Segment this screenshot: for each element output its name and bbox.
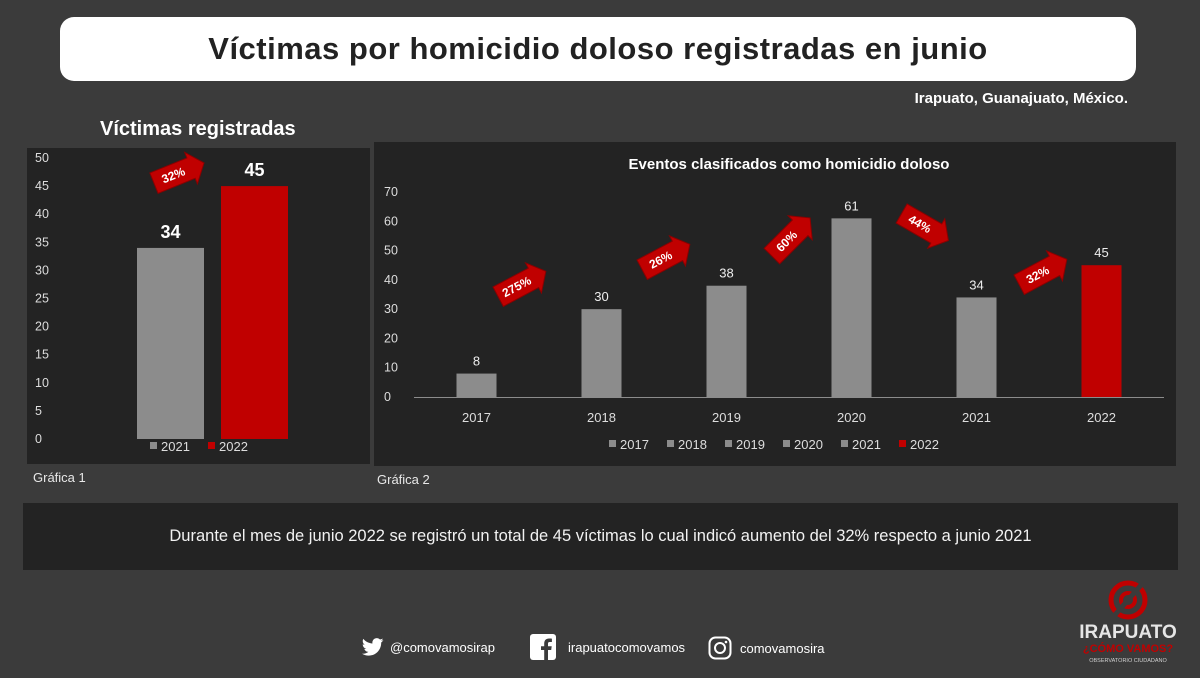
- legend-2017-label: 2017: [620, 437, 649, 452]
- growth-arrow-2017-2018-shape: [492, 261, 547, 308]
- y-tick-label: 0: [35, 432, 42, 446]
- growth-arrow-2021-2022-shape: [1013, 249, 1068, 296]
- x-tick-label: 2019: [712, 410, 741, 425]
- growth-arrow-2018-2019: 26%: [636, 234, 691, 281]
- bar-2018: [581, 309, 622, 397]
- twitter-link[interactable]: @comovamosirap: [362, 638, 495, 656]
- summary-text: Durante el mes de junio 2022 se registró…: [169, 527, 1032, 545]
- y-tick-label: 30: [384, 302, 398, 316]
- facebook-link[interactable]: irapuatocomovamos: [530, 634, 685, 660]
- y-tick-label: 70: [384, 185, 398, 199]
- legend-2022-swatch: [899, 440, 906, 447]
- y-tick-label: 40: [384, 273, 398, 287]
- x-tick-label: 2017: [462, 410, 491, 425]
- instagram-link[interactable]: comovamosira: [708, 636, 825, 660]
- y-tick-label: 50: [35, 151, 49, 165]
- growth-arrow-2018-2019-shape: [636, 234, 691, 281]
- growth-arrow-2017-2018: 275%: [492, 261, 547, 308]
- legend-2019-label: 2019: [736, 437, 765, 452]
- y-tick-label: 10: [35, 376, 49, 390]
- legend-2018-label: 2018: [678, 437, 707, 452]
- x-tick-label: 2018: [587, 410, 616, 425]
- instagram-handle: comovamosira: [740, 640, 825, 656]
- chart2-caption: Gráfica 2: [377, 472, 430, 487]
- bar-2022: [221, 186, 288, 439]
- legend-2021-swatch: [841, 440, 848, 447]
- y-tick-label: 30: [35, 263, 49, 277]
- logo-line1: IRAPUATO: [1079, 622, 1176, 643]
- data-label: 38: [719, 266, 733, 281]
- y-tick-label: 50: [384, 244, 398, 258]
- summary-box: Durante el mes de junio 2022 se registró…: [23, 503, 1178, 570]
- facebook-handle: irapuatocomovamos: [568, 639, 686, 655]
- y-tick-label: 60: [384, 214, 398, 228]
- logo: IRAPUATO ¿CÓMO VAMOS? OBSERVATORIO CIUDA…: [1058, 578, 1198, 673]
- data-label: 45: [1094, 245, 1108, 260]
- logo-line3: OBSERVATORIO CIUDADANO: [1089, 658, 1167, 664]
- legend-2020-swatch: [783, 440, 790, 447]
- y-tick-label: 10: [384, 361, 398, 375]
- page-title: Víctimas por homicidio doloso registrada…: [208, 31, 988, 66]
- chart2-title: Eventos clasificados como homicidio dolo…: [629, 156, 950, 173]
- instagram-icon: [708, 636, 732, 660]
- y-tick-label: 20: [384, 331, 398, 345]
- bar-2020: [831, 218, 872, 397]
- legend-2022-label: 2022: [910, 437, 939, 452]
- legend-2018-swatch: [667, 440, 674, 447]
- data-label: 61: [844, 198, 858, 213]
- y-tick-label: 40: [35, 207, 49, 221]
- growth-arrow-2019-2020: 60%: [763, 215, 813, 265]
- x-tick-label: 2021: [962, 410, 991, 425]
- y-tick-label: 5: [35, 404, 42, 418]
- data-label: 34: [969, 277, 983, 292]
- legend-2021-label: 2021: [161, 439, 190, 454]
- data-label: 34: [160, 222, 180, 242]
- growth-arrow-2021-2022-shape: [149, 151, 205, 194]
- logo-line2: ¿CÓMO VAMOS?: [1083, 642, 1174, 655]
- y-tick-label: 35: [35, 235, 49, 249]
- bar-2021: [956, 297, 997, 397]
- legend-2021-swatch: [150, 442, 157, 449]
- location-label: Irapuato, Guanajuato, México.: [914, 90, 1128, 107]
- y-tick-label: 25: [35, 292, 49, 306]
- bar-2021: [137, 247, 204, 439]
- title-banner: Víctimas por homicidio doloso registrada…: [60, 17, 1136, 81]
- chart2-svg: Eventos clasificados como homicidio dolo…: [384, 156, 1164, 452]
- data-label: 30: [594, 289, 608, 304]
- social-footer: @comovamosirap irapuatocomovamos comovam…: [0, 634, 1200, 664]
- y-tick-label: 45: [35, 179, 49, 193]
- chart2-panel: Eventos clasificados como homicidio dolo…: [374, 142, 1176, 466]
- legend-2021-label: 2021: [852, 437, 881, 452]
- growth-arrow-2020-2021: 44%: [895, 203, 949, 250]
- legend-2017-swatch: [609, 440, 616, 447]
- growth-arrow-2019-2020-shape: [763, 215, 813, 265]
- legend-2020-label: 2020: [794, 437, 823, 452]
- bar-2019: [706, 285, 747, 397]
- twitter-icon: [362, 638, 384, 656]
- facebook-icon: [530, 634, 556, 660]
- growth-arrow-2021-2022: 32%: [1013, 249, 1068, 296]
- twitter-handle: @comovamosirap: [390, 639, 495, 655]
- chart1-caption: Gráfica 1: [33, 470, 86, 485]
- chart1-title: Víctimas registradas: [100, 118, 296, 140]
- legend-2019-swatch: [725, 440, 732, 447]
- bar-2017: [456, 373, 497, 397]
- growth-arrow-2021-2022: 32%: [149, 151, 205, 194]
- bar-2022: [1081, 265, 1122, 397]
- logo-mark: IRAPUATO ¿CÓMO VAMOS? OBSERVATORIO CIUDA…: [1079, 580, 1177, 664]
- y-tick-label: 20: [35, 320, 49, 334]
- legend-2022-swatch: [208, 442, 215, 449]
- growth-arrow-2020-2021-shape: [895, 203, 949, 250]
- chart1-panel: 0 5 10 15 20 25 30 35 40 45 50 34 45 2021 2022 32%: [27, 148, 370, 464]
- legend-2022-label: 2022: [219, 439, 248, 454]
- y-tick-label: 0: [384, 390, 391, 404]
- y-tick-label: 15: [35, 348, 49, 362]
- x-tick-label: 2020: [837, 410, 866, 425]
- data-label: 45: [244, 160, 264, 180]
- x-tick-label: 2022: [1087, 410, 1116, 425]
- chart1-svg: 0 5 10 15 20 25 30 35 40 45 50 34 45 2021 2022 32%: [35, 151, 288, 454]
- data-label: 8: [473, 354, 480, 369]
